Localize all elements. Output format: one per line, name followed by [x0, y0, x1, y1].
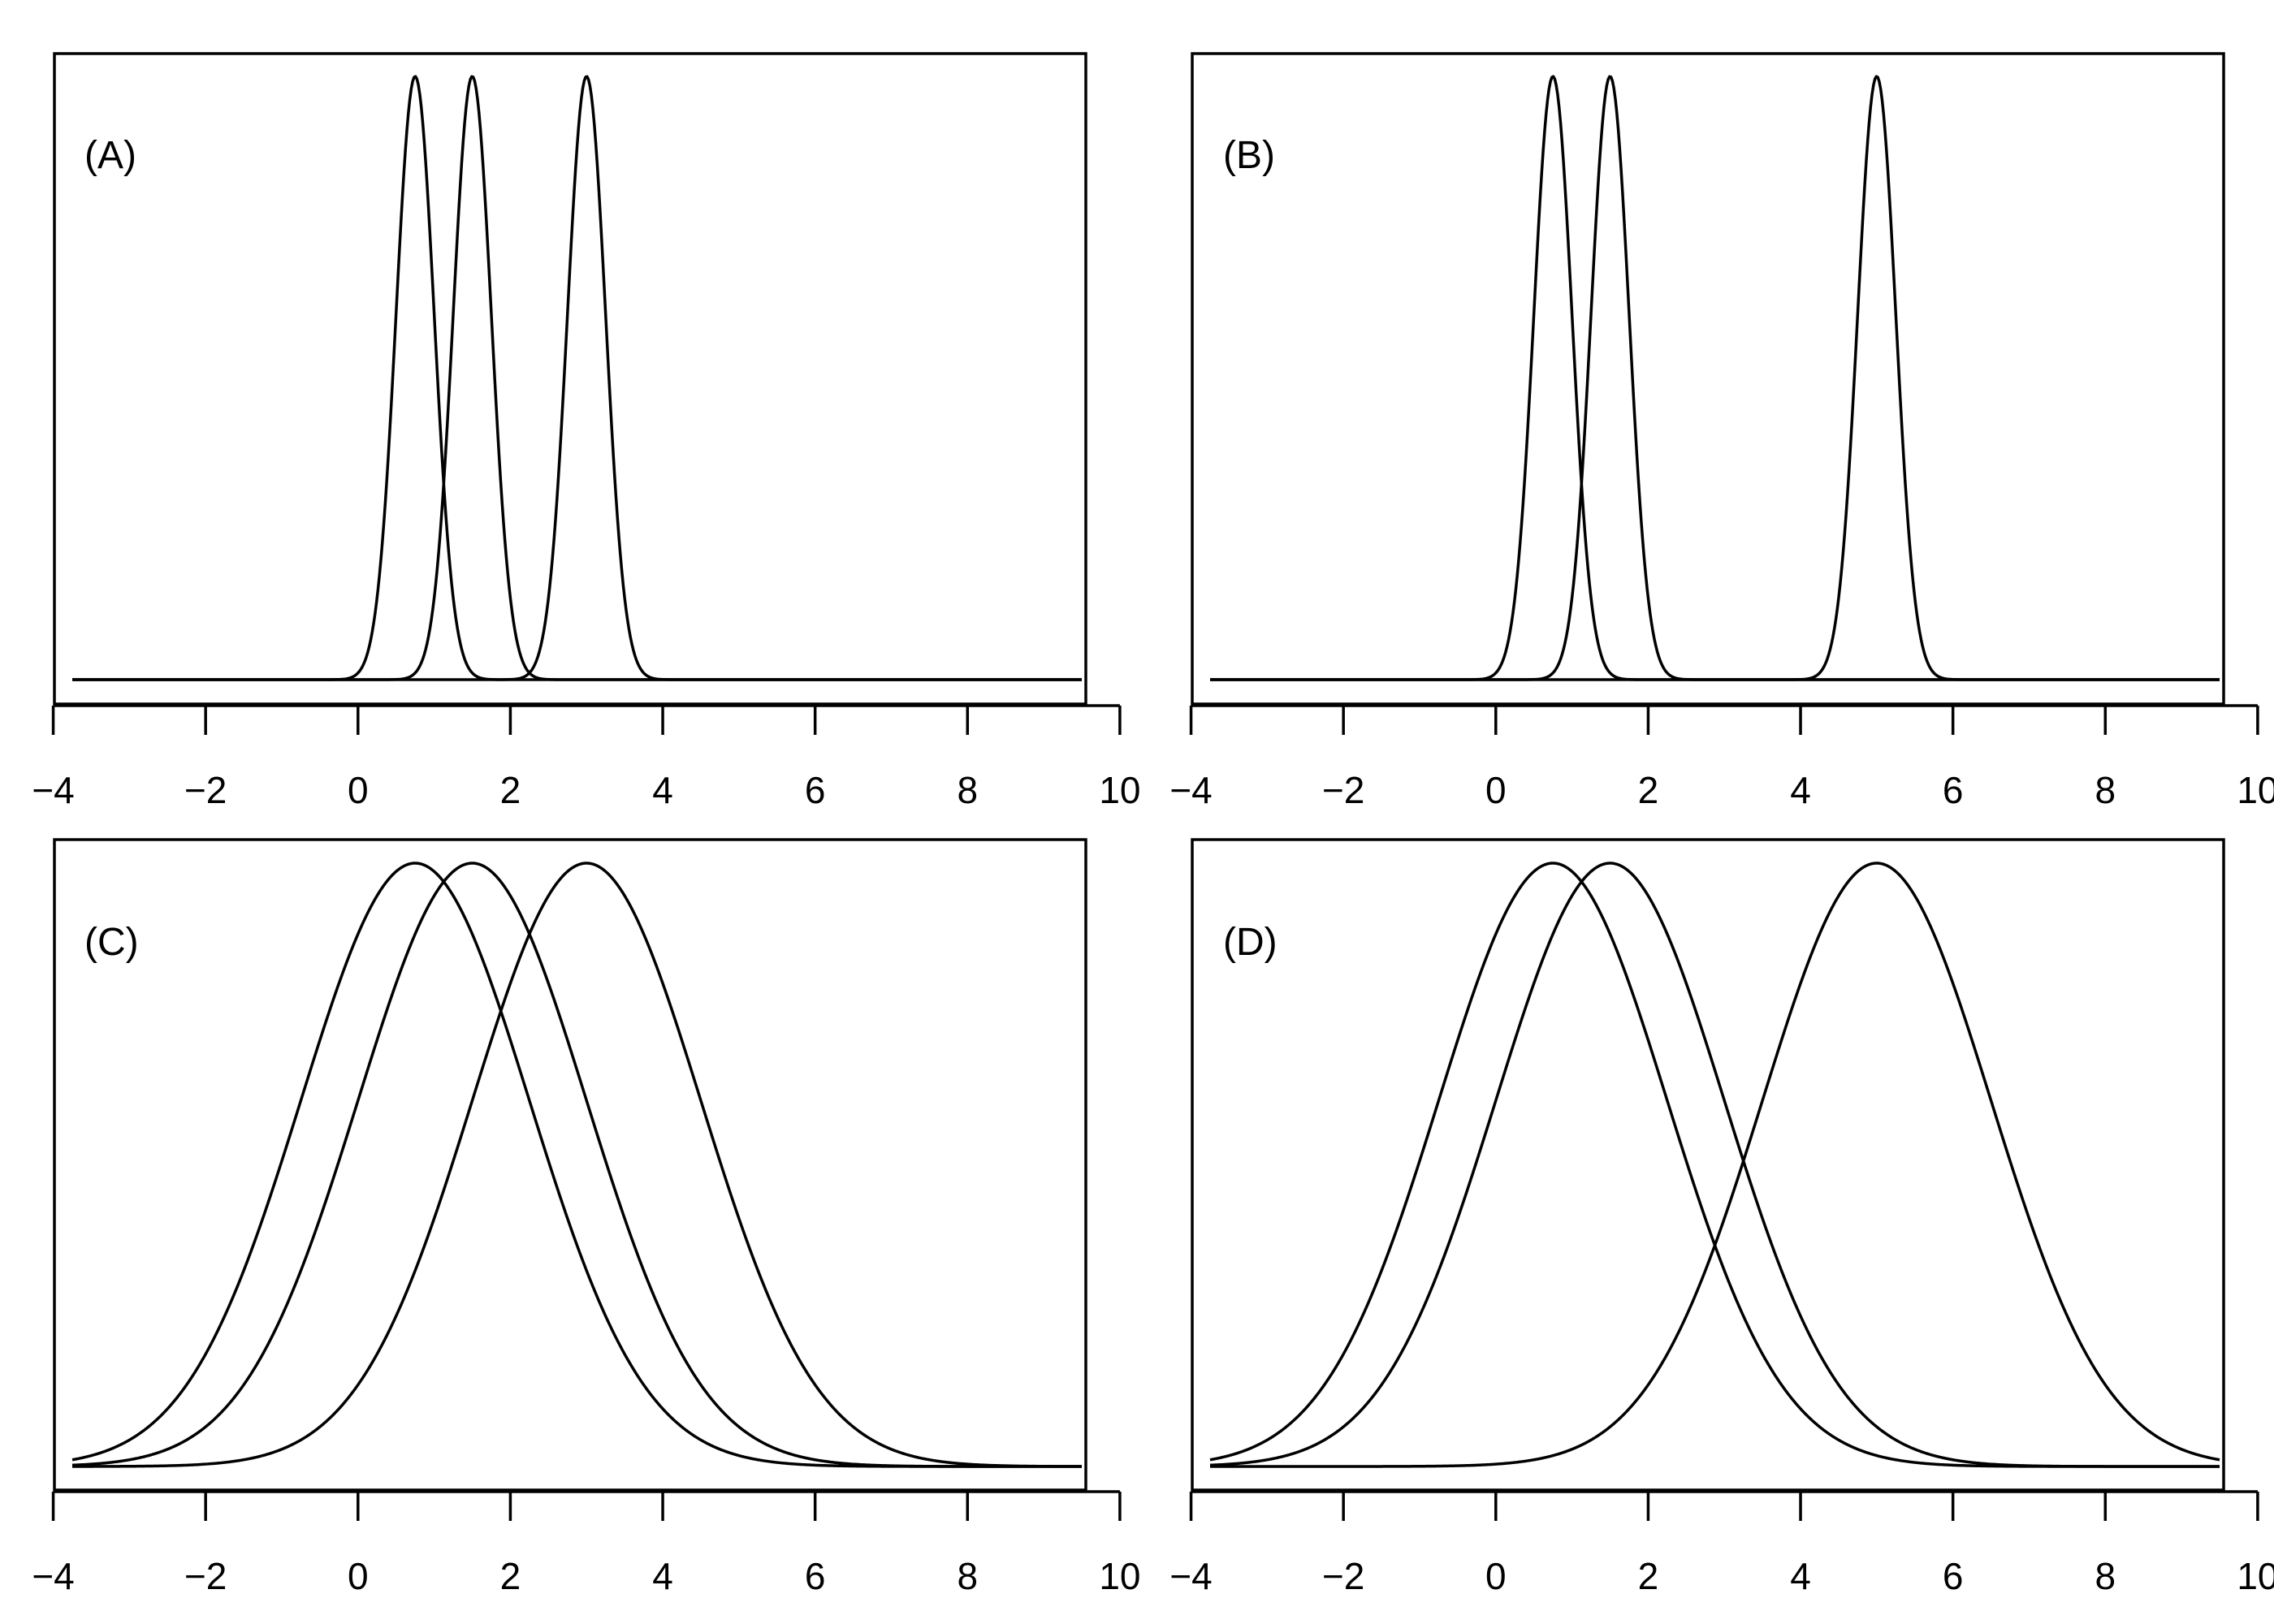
density-curve-2 — [1210, 75, 2220, 681]
panel-label: (D) — [1223, 921, 1278, 964]
x-tick-label: 8 — [2095, 769, 2116, 811]
plot-frame — [1191, 52, 2225, 706]
x-tick-label: 8 — [957, 1555, 978, 1597]
x-tick-label: 6 — [805, 769, 826, 811]
x-tick-label: −4 — [1169, 1555, 1212, 1597]
x-tick-label: 4 — [1790, 1555, 1811, 1597]
x-axis: −4 −2 0 2 4 6 8 10 — [1169, 704, 2274, 811]
x-tick-label: 0 — [348, 1555, 369, 1597]
panel-a: −4 −2 0 2 4 6 8 10 (A) — [32, 52, 1140, 811]
x-tick-label: 2 — [500, 769, 521, 811]
x-axis: −4 −2 0 2 4 6 8 10 — [1169, 1490, 2274, 1597]
density-curves — [72, 75, 1082, 681]
plot-frame — [53, 52, 1087, 706]
density-curve-1 — [1209, 862, 2220, 1468]
x-tick-label: 10 — [1099, 1555, 1140, 1597]
panel-c: −4 −2 0 2 4 6 8 10 (C) — [32, 838, 1140, 1597]
density-curves — [71, 862, 1083, 1468]
x-tick-label: 6 — [1943, 769, 1964, 811]
density-curve-1 — [1210, 75, 2220, 681]
x-tick-label: 10 — [1099, 769, 1140, 811]
x-tick-label: −4 — [32, 769, 74, 811]
x-tick-label: 10 — [2237, 1555, 2274, 1597]
x-tick-label: 0 — [1485, 1555, 1507, 1597]
x-axis: −4 −2 0 2 4 6 8 10 — [32, 704, 1140, 811]
density-curve-2 — [71, 862, 1082, 1468]
x-tick-label: 2 — [500, 1555, 521, 1597]
x-tick-label: 0 — [1485, 769, 1507, 811]
panel-d: −4 −2 0 2 4 6 8 10 (D) — [1169, 838, 2274, 1597]
panel-label: (A) — [84, 134, 136, 177]
x-tick-label: 8 — [2095, 1555, 2116, 1597]
density-curve-3 — [1210, 862, 2220, 1468]
x-tick-label: −2 — [1322, 1555, 1364, 1597]
panel-label: (C) — [84, 921, 139, 964]
x-tick-label: 8 — [957, 769, 978, 811]
panel-label: (B) — [1223, 134, 1275, 177]
x-tick-label: −4 — [32, 1555, 74, 1597]
plot-frame — [1191, 838, 2225, 1492]
panel-b: −4 −2 0 2 4 6 8 10 (B) — [1169, 52, 2274, 811]
x-tick-label: −4 — [1169, 769, 1212, 811]
x-tick-label: −2 — [1322, 769, 1364, 811]
density-curves — [1209, 862, 2220, 1468]
density-curve-1 — [71, 862, 1082, 1468]
x-tick-label: 2 — [1638, 1555, 1659, 1597]
x-tick-label: 0 — [348, 769, 369, 811]
density-curve-2 — [1209, 862, 2220, 1468]
density-curve-3 — [72, 862, 1083, 1468]
x-tick-label: 10 — [2237, 769, 2274, 811]
density-curves — [1210, 75, 2220, 681]
x-tick-label: 6 — [1943, 1555, 1964, 1597]
density-curve-3 — [72, 75, 1082, 681]
x-tick-label: 6 — [805, 1555, 826, 1597]
x-axis: −4 −2 0 2 4 6 8 10 — [32, 1490, 1140, 1597]
x-tick-label: 4 — [1790, 769, 1811, 811]
plot-frame — [53, 838, 1087, 1492]
x-tick-label: 4 — [652, 769, 673, 811]
x-tick-label: 4 — [652, 1555, 673, 1597]
x-tick-label: 2 — [1638, 769, 1659, 811]
x-tick-label: −2 — [184, 769, 227, 811]
density-curve-3 — [1210, 75, 2220, 681]
x-tick-label: −2 — [184, 1555, 227, 1597]
